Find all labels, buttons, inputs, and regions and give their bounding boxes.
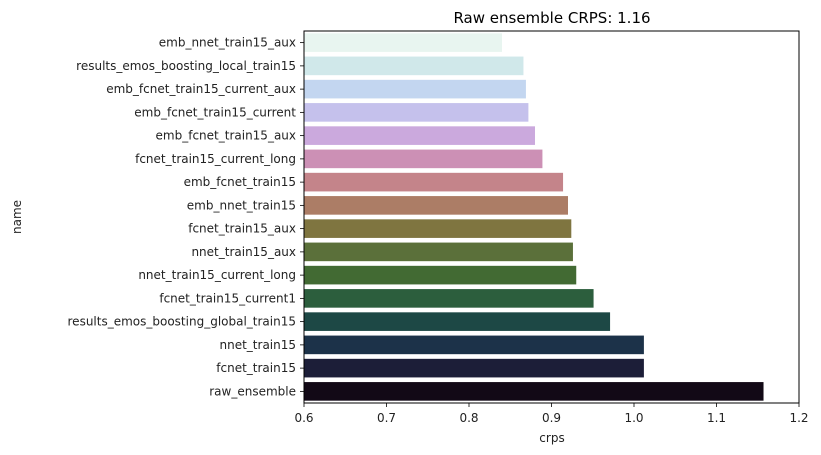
y-tick-label: fcnet_train15_current_long <box>135 152 296 166</box>
bar-emb_fcnet_train15 <box>304 172 564 192</box>
bar-fcnet_train15_current_long <box>304 149 543 169</box>
bar-emb_fcnet_train15_aux <box>304 126 535 145</box>
bar-results_emos_boosting_global_train15 <box>304 312 611 331</box>
bar-raw_ensemble <box>304 382 764 401</box>
y-tick-label: nnet_train15_aux <box>191 245 296 259</box>
x-axis-label: crps <box>539 431 564 445</box>
y-tick-label: emb_nnet_train15_aux <box>159 36 296 50</box>
plot-frame <box>303 30 800 404</box>
y-tick-label: fcnet_train15_current1 <box>159 291 296 305</box>
y-tick-label: emb_fcnet_train15_current_aux <box>106 82 296 96</box>
x-tick-label: 1.1 <box>707 411 726 425</box>
bar-fcnet_train15 <box>304 358 644 378</box>
y-tick-label: fcnet_train15 <box>216 361 296 375</box>
y-tick-label: emb_nnet_train15 <box>187 198 296 212</box>
bar-nnet_train15 <box>304 335 644 355</box>
y-tick-label: results_emos_boosting_global_train15 <box>68 315 296 329</box>
bar-fcnet_train15_current1 <box>304 289 594 308</box>
x-tick-label: 1.2 <box>789 411 808 425</box>
y-tick-label: emb_fcnet_train15 <box>184 175 296 189</box>
x-ticks: 0.6 0.7 0.8 0.9 1.0 1.1 1.2 <box>294 403 809 425</box>
y-tick-label: fcnet_train15_aux <box>188 222 296 236</box>
x-tick-label: 0.8 <box>459 411 478 425</box>
bar-emb_fcnet_train15_current_aux <box>304 79 526 99</box>
bar-emb_fcnet_train15_current <box>304 103 529 122</box>
bar-results_emos_boosting_local_train15 <box>304 56 524 76</box>
bar-nnet_train15_current_long <box>304 265 577 285</box>
y-tick-label: nnet_train15 <box>220 338 297 352</box>
bar-emb_nnet_train15 <box>304 196 568 215</box>
chart-title: Raw ensemble CRPS: 1.16 <box>453 9 650 27</box>
bars-layer <box>304 33 764 401</box>
y-tick-label: emb_fcnet_train15_aux <box>156 129 296 143</box>
y-tick-label: raw_ensemble <box>209 384 296 398</box>
x-tick-label: 0.7 <box>377 411 396 425</box>
x-tick-label: 0.9 <box>542 411 561 425</box>
bar-nnet_train15_aux <box>304 242 573 262</box>
y-tick-label: nnet_train15_current_long <box>138 268 296 282</box>
y-tick-labels: emb_nnet_train15_aux results_emos_boostin… <box>68 36 304 398</box>
y-tick-label: results_emos_boosting_local_train15 <box>76 59 296 73</box>
x-tick-label: 1.0 <box>624 411 643 425</box>
y-tick-label: emb_fcnet_train15_current <box>134 105 296 119</box>
bar-emb_nnet_train15_aux <box>304 33 502 52</box>
x-tick-label: 0.6 <box>294 411 313 425</box>
y-axis-label: name <box>10 200 24 234</box>
bar-fcnet_train15_aux <box>304 219 572 238</box>
